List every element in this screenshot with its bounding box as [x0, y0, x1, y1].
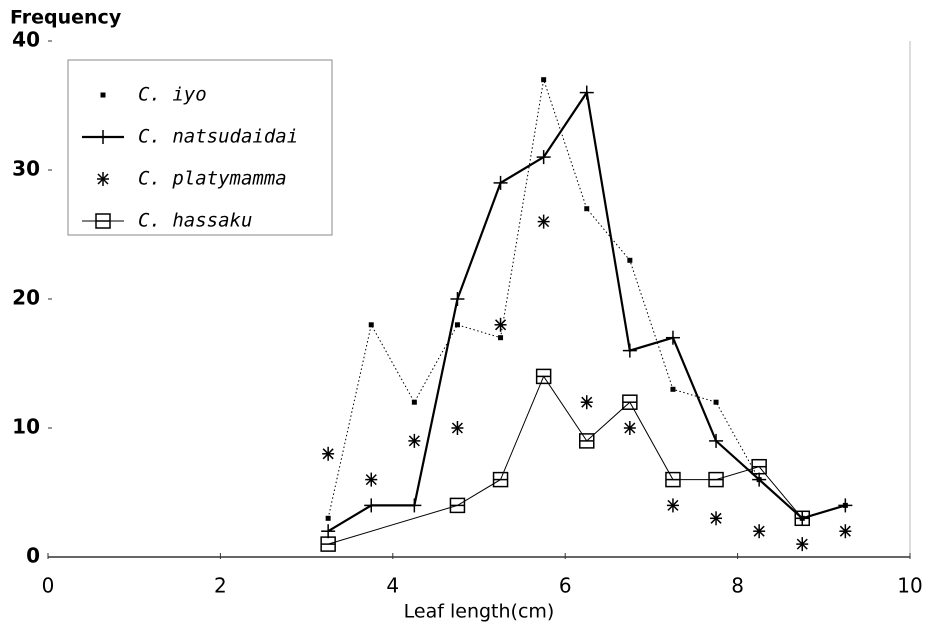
marker [839, 524, 852, 539]
marker-dot [411, 399, 417, 405]
marker [752, 472, 767, 487]
marker [95, 213, 111, 229]
marker-dot [713, 399, 719, 405]
marker [579, 85, 594, 100]
y-tick-label: 10 [12, 415, 40, 439]
marker-stroke [581, 396, 593, 408]
marker-stroke [97, 173, 109, 185]
marker [751, 458, 767, 475]
marker-stroke [408, 435, 420, 447]
x-tick-label: 0 [42, 574, 55, 598]
legend-label: C. iyo [138, 84, 207, 106]
marker [627, 257, 633, 263]
x-tick-label: 4 [386, 574, 399, 598]
marker [665, 330, 680, 345]
series-line [328, 375, 803, 545]
marker-stroke [322, 448, 334, 460]
marker-dot [584, 206, 590, 212]
marker-dot [368, 322, 374, 328]
marker-stroke [753, 525, 765, 537]
marker [536, 150, 551, 165]
marker [535, 368, 552, 385]
legend-box [67, 59, 333, 236]
marker-dot [541, 77, 547, 83]
marker [454, 322, 460, 328]
marker-stroke [710, 512, 722, 524]
marker [713, 399, 719, 405]
marker [493, 175, 508, 190]
marker [665, 471, 681, 488]
marker [320, 536, 336, 552]
marker [364, 498, 379, 513]
marker [492, 471, 509, 488]
marker-stroke [451, 422, 463, 434]
marker [498, 335, 504, 341]
marker [97, 172, 109, 186]
y-tick-label: 20 [12, 286, 40, 310]
legend-label: C. hassaku [138, 210, 252, 232]
marker-dot [670, 386, 676, 392]
x-tick-label: 2 [214, 574, 227, 598]
x-tick-label: 8 [731, 574, 744, 598]
marker-dot [627, 257, 633, 263]
marker [579, 433, 595, 449]
marker-dot [498, 335, 504, 341]
marker-stroke [538, 216, 550, 228]
marker-dot [454, 322, 460, 328]
marker [710, 511, 723, 526]
marker [322, 446, 335, 461]
marker [709, 433, 724, 448]
marker-stroke [839, 525, 851, 537]
x-axis-label: Leaf length(cm) [404, 601, 555, 623]
legend-label: C. platymamma [138, 168, 287, 190]
marker [541, 77, 547, 83]
marker [537, 214, 550, 229]
marker [449, 497, 466, 514]
series-line [327, 89, 846, 533]
marker-dot [325, 515, 331, 521]
marker [580, 395, 593, 410]
y-tick-label: 30 [12, 157, 40, 181]
marker [96, 130, 110, 144]
series-line [327, 79, 846, 519]
marker [411, 399, 417, 405]
marker [584, 206, 590, 212]
x-tick-label: 6 [559, 574, 572, 598]
marker [666, 498, 679, 513]
marker [796, 537, 809, 552]
marker-stroke [495, 319, 507, 331]
marker [494, 317, 507, 332]
marker-stroke [365, 474, 377, 486]
marker [100, 92, 106, 98]
marker [670, 386, 676, 392]
marker [623, 421, 636, 435]
marker [838, 498, 853, 513]
marker [368, 322, 374, 328]
marker [753, 524, 766, 539]
marker [321, 524, 336, 539]
marker-stroke [796, 538, 808, 550]
legend-label: C. natsudaidai [138, 126, 298, 148]
marker [408, 433, 421, 448]
marker [622, 343, 637, 358]
marker [450, 292, 465, 306]
y-axis-label: Frequency [10, 7, 122, 29]
marker [794, 510, 810, 527]
marker [622, 394, 638, 410]
marker-dot [100, 92, 106, 98]
marker [325, 515, 331, 521]
marker [451, 421, 464, 435]
y-tick-label: 40 [12, 28, 40, 52]
marker [407, 498, 422, 513]
marker [708, 471, 724, 488]
x-tick-label: 10 [897, 574, 922, 598]
y-tick-label: 0 [26, 544, 40, 568]
marker-stroke [667, 499, 679, 511]
marker [365, 472, 378, 487]
marker-stroke [624, 422, 636, 434]
